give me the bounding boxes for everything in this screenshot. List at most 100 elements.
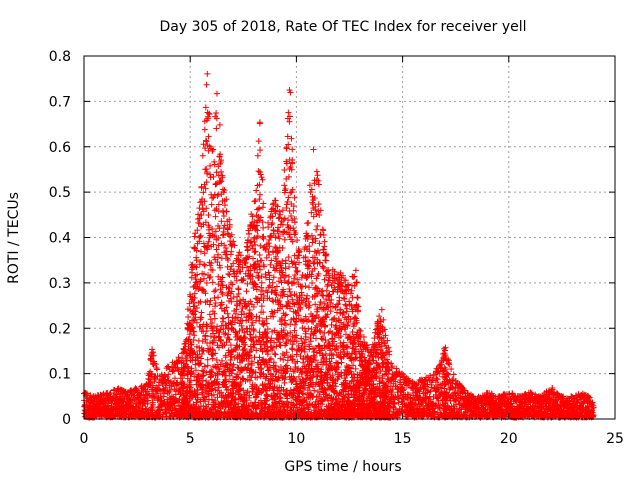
data-point — [192, 263, 199, 270]
data-point — [215, 281, 222, 288]
data-point — [190, 317, 197, 324]
data-point — [167, 386, 174, 393]
data-point — [209, 279, 216, 286]
data-point — [204, 242, 211, 249]
data-point — [185, 314, 192, 321]
data-point — [239, 326, 246, 333]
data-point — [291, 194, 298, 201]
data-point — [224, 255, 231, 262]
data-point — [267, 261, 274, 268]
data-point — [127, 397, 134, 404]
data-point — [202, 145, 209, 152]
data-point — [203, 205, 210, 212]
data-point — [225, 331, 232, 338]
data-point — [259, 219, 266, 226]
data-point — [231, 242, 238, 249]
data-point — [236, 386, 243, 393]
data-point — [204, 169, 211, 176]
data-point — [202, 185, 209, 192]
data-point — [197, 232, 204, 239]
data-point — [260, 224, 267, 231]
data-point — [286, 285, 293, 292]
data-point — [256, 205, 263, 212]
data-point — [352, 365, 359, 372]
data-point — [219, 174, 226, 181]
data-point — [188, 341, 195, 348]
data-point — [184, 354, 191, 361]
data-points — [80, 70, 597, 421]
data-point — [149, 346, 156, 353]
data-point — [239, 304, 246, 311]
data-point — [279, 244, 286, 251]
data-point — [235, 374, 242, 381]
data-point — [257, 242, 264, 249]
data-point — [224, 230, 231, 237]
data-point — [258, 273, 265, 280]
data-point — [275, 215, 282, 222]
data-point — [211, 288, 218, 295]
data-point — [256, 181, 263, 188]
data-point — [246, 394, 253, 401]
data-point — [153, 390, 160, 397]
data-point — [197, 360, 204, 367]
data-point — [215, 251, 222, 258]
data-point — [198, 212, 205, 219]
data-point — [194, 394, 201, 401]
data-point — [191, 290, 198, 297]
data-point — [212, 350, 219, 357]
data-point — [249, 319, 256, 326]
data-point — [215, 235, 222, 242]
data-point — [199, 347, 206, 354]
data-point — [154, 372, 161, 379]
data-point — [340, 309, 347, 316]
data-point — [238, 311, 245, 318]
data-point — [240, 277, 247, 284]
data-point — [234, 314, 241, 321]
data-point — [231, 354, 238, 361]
data-point — [249, 255, 256, 262]
data-point — [243, 288, 250, 295]
data-point — [191, 233, 198, 240]
data-point — [201, 126, 208, 133]
data-point — [197, 258, 204, 265]
data-point — [199, 381, 206, 388]
data-point — [225, 284, 232, 291]
data-point — [204, 362, 211, 369]
data-point — [230, 238, 237, 245]
data-point — [226, 271, 233, 278]
data-point — [203, 138, 210, 145]
data-point — [246, 377, 253, 384]
data-point — [214, 387, 221, 394]
data-point — [210, 146, 217, 153]
data-point — [192, 367, 199, 374]
data-point — [210, 391, 217, 398]
data-point — [309, 239, 316, 246]
data-point — [243, 264, 250, 271]
data-point — [204, 70, 211, 77]
data-point — [315, 201, 322, 208]
data-point — [291, 321, 298, 328]
data-point — [250, 285, 257, 292]
data-point — [218, 357, 225, 364]
data-point — [138, 396, 145, 403]
data-point — [314, 222, 321, 229]
data-point — [224, 310, 231, 317]
data-point — [211, 315, 218, 322]
data-point — [214, 323, 221, 330]
data-point — [269, 279, 276, 286]
data-point — [228, 298, 235, 305]
data-point — [354, 294, 361, 301]
data-point — [213, 109, 220, 116]
data-point — [260, 321, 267, 328]
data-point — [227, 295, 234, 302]
data-point — [335, 301, 342, 308]
data-point — [228, 370, 235, 377]
data-point — [232, 315, 239, 322]
data-point — [191, 388, 198, 395]
data-point — [220, 213, 227, 220]
data-point — [248, 242, 255, 249]
data-point — [343, 302, 350, 309]
data-point — [179, 369, 186, 376]
data-point — [220, 231, 227, 238]
data-point — [194, 227, 201, 234]
